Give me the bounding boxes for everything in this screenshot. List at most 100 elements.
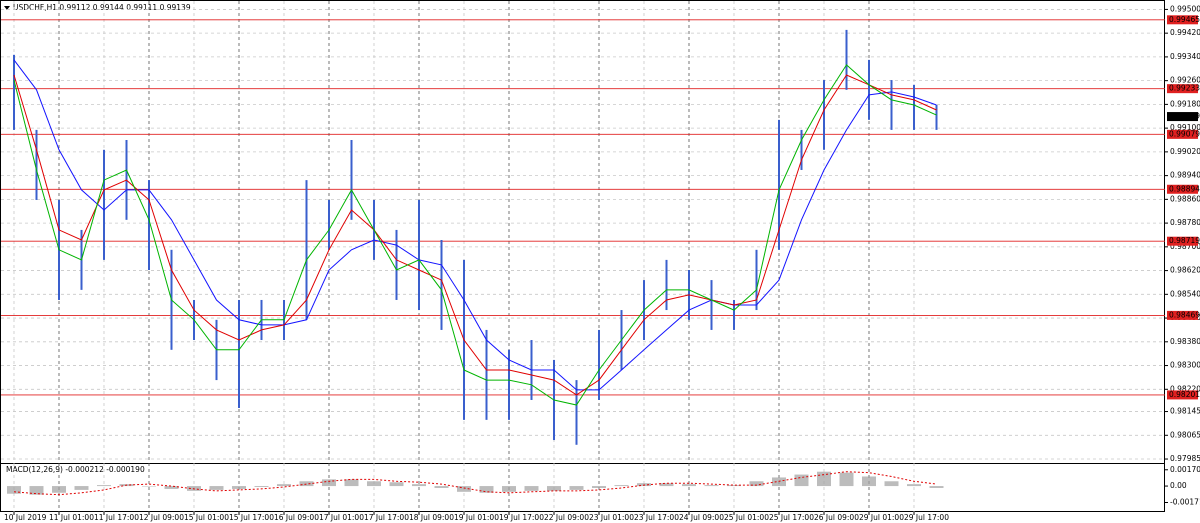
macd-bar — [502, 486, 516, 492]
macd-bar — [142, 486, 156, 487]
macd-bar — [592, 486, 606, 488]
macd-bar — [547, 486, 561, 491]
moving-average — [13, 74, 937, 396]
macd-bar — [367, 481, 381, 487]
y-tick-label: 0.99420 — [1170, 28, 1200, 37]
x-tick-label: 22 Jul 09:00 — [544, 513, 589, 522]
y-tick-label: 0.99180 — [1170, 99, 1200, 108]
x-tick-label: 15 Jul 01:00 — [184, 513, 229, 522]
menu-arrow[interactable] — [4, 6, 10, 10]
macd-bar — [569, 486, 584, 490]
y-tick-label: 0.98540 — [1170, 289, 1200, 298]
macd-bar — [209, 486, 224, 490]
level-label: 0.98201 — [1169, 390, 1200, 399]
macd-bar — [322, 479, 336, 487]
x-tick-label: 19 Jul 17:00 — [499, 513, 544, 522]
y-tick-label: 0.99260 — [1170, 76, 1200, 85]
y-tick-label: 0.99100 — [1170, 123, 1200, 132]
macd-bar — [884, 481, 899, 487]
x-tick-label: 19 Jul 01:00 — [454, 513, 499, 522]
x-tick-label: 17 Jul 17:00 — [364, 513, 409, 522]
y-tick-label: 0.98780 — [1170, 218, 1200, 227]
macd-bar — [479, 486, 494, 493]
macd-bar — [434, 486, 449, 488]
x-tick-label: 11 Jul 17:00 — [94, 513, 139, 522]
y-tick-label: -0.001718 — [1170, 498, 1200, 507]
macd-bar — [52, 486, 66, 493]
y-tick-label: 0.98620 — [1170, 266, 1200, 275]
y-tick-label: 0.98380 — [1170, 337, 1200, 346]
level-tag — [1167, 184, 1198, 194]
macd-bar — [817, 471, 831, 487]
x-tick-label: 24 Jul 09:00 — [679, 513, 724, 522]
macd-bar — [164, 486, 179, 489]
y-tick-label: 0.99340 — [1170, 52, 1200, 61]
macd-bar — [794, 474, 809, 487]
level-label: 0.99233 — [1169, 84, 1200, 93]
x-tick-label: 25 Jul 17:00 — [769, 513, 814, 522]
x-tick-label: 23 Jul 17:00 — [634, 513, 679, 522]
level-tag — [1167, 236, 1198, 246]
macd-bar — [929, 486, 944, 488]
macd-bar — [277, 484, 291, 487]
macd-bar — [524, 486, 539, 491]
chart-title: USDCHF,H1 0.99112 0.99144 0.99111 0.9913… — [13, 3, 191, 12]
y-tick-label: 0.98145 — [1170, 407, 1200, 416]
level-label: 0.98719 — [1169, 236, 1200, 245]
macd-bar — [457, 486, 471, 492]
x-tick-label: 25 Jul 01:00 — [724, 513, 769, 522]
current-price-label: 0.99139 — [1169, 112, 1200, 121]
x-tick-label: 17 Jul 01:00 — [319, 513, 364, 522]
macd-bar — [7, 486, 21, 494]
x-tick-label: 18 Jul 09:00 — [409, 513, 454, 522]
y-tick-label: 0.00 — [1170, 481, 1187, 490]
y-tick-label: 0.99020 — [1170, 147, 1200, 156]
macd-bar — [232, 486, 246, 489]
x-tick-label: 11 Jul 01:00 — [49, 513, 94, 522]
x-tick-label: 12 Jul 09:00 — [139, 513, 184, 522]
level-label: 0.99465 — [1169, 15, 1200, 24]
moving-average — [13, 64, 937, 406]
level-label: 0.98469 — [1169, 310, 1200, 319]
macd-bar — [97, 485, 111, 487]
y-tick-label: 0.97985 — [1170, 454, 1200, 463]
y-tick-label: 0.98220 — [1170, 384, 1200, 393]
moving-average — [13, 59, 937, 391]
level-tag — [1167, 310, 1198, 320]
y-tick-label: 0.98300 — [1170, 361, 1200, 370]
macd-bar — [254, 486, 269, 488]
x-tick-label: 16 Jul 09:00 — [274, 513, 319, 522]
macd-title: MACD(12,26,9) -0.000212 -0.000190 — [6, 465, 145, 474]
x-tick-label: 15 Jul 17:00 — [229, 513, 274, 522]
macd-bar — [749, 481, 764, 487]
macd-bar — [389, 482, 404, 487]
macd-bar — [682, 484, 696, 487]
macd-bar — [907, 484, 921, 487]
y-tick-label: 0.001701 — [1170, 465, 1200, 474]
macd-bar — [29, 486, 44, 495]
macd-bar — [727, 485, 741, 487]
current-price-tag — [1167, 112, 1198, 122]
y-tick-label: 0.98940 — [1170, 171, 1200, 180]
macd-bar — [412, 484, 426, 487]
y-tick-label: 0.98065 — [1170, 430, 1200, 439]
signal-line — [13, 471, 937, 496]
level-tag — [1167, 15, 1198, 25]
macd-bar — [344, 479, 359, 487]
x-tick-label: 23 Jul 01:00 — [589, 513, 634, 522]
x-tick-label: 10 Jul 2019 — [4, 513, 47, 522]
macd-bar — [862, 476, 876, 487]
x-tick-label: 29 Jul 17:00 — [904, 513, 949, 522]
frame — [0, 0, 1165, 512]
x-tick-label: 29 Jul 01:00 — [859, 513, 904, 522]
level-tag — [1167, 84, 1198, 94]
level-tag — [1167, 129, 1198, 139]
level-tag — [1167, 390, 1198, 400]
macd-bar — [839, 472, 854, 487]
macd-bar — [614, 485, 629, 487]
x-tick-label: 26 Jul 09:00 — [814, 513, 859, 522]
level-label: 0.98894 — [1169, 184, 1200, 193]
